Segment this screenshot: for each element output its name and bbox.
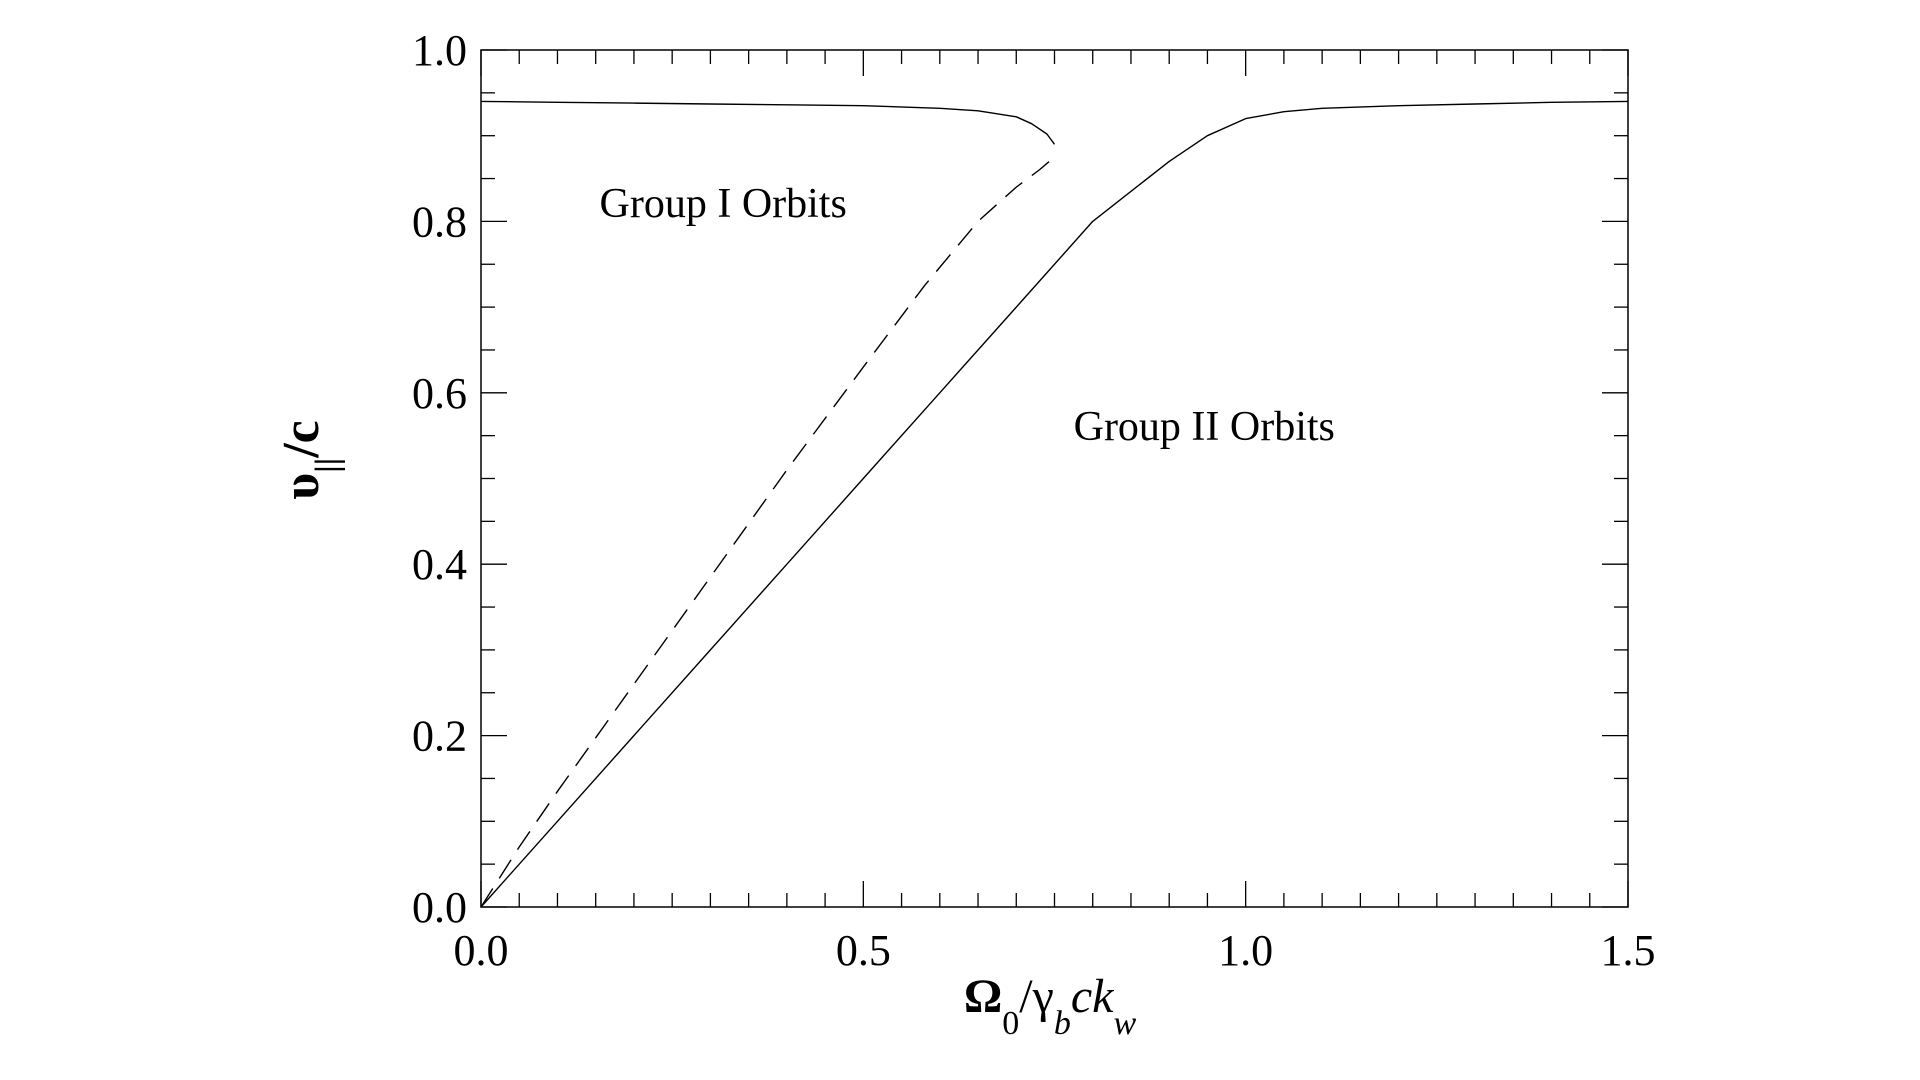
y-axis-label: υ||/c <box>273 420 346 500</box>
x-label-sub-b: b <box>1054 1005 1071 1042</box>
plot-frame <box>480 49 1629 908</box>
series-line-1 <box>480 100 1056 145</box>
y-label-rest: /c <box>273 420 330 459</box>
tick-labels: 0.0 0.5 1.0 1.5 0.0 0.2 0.4 0.6 0.8 1.0 <box>412 26 1656 975</box>
annotation-1: Group I Orbits <box>600 181 847 227</box>
axis-ticks <box>480 49 1629 908</box>
x-label-gamma: /γ <box>1019 970 1054 1023</box>
series-line-3 <box>480 100 1629 908</box>
x-label-sub-0: 0 <box>1002 1005 1019 1042</box>
series-line-2 <box>480 156 1055 908</box>
x-tick-label: 1.5 <box>1601 926 1656 975</box>
y-tick-label: 0.0 <box>412 883 467 932</box>
y-label-upsilon: υ <box>273 473 330 500</box>
y-label-sub-parallel: || <box>309 458 346 473</box>
annotation-2: Group II Orbits <box>1074 404 1335 450</box>
series-group <box>480 100 1629 908</box>
x-label-sub-w: w <box>1113 1005 1136 1042</box>
x-tick-label: 0.0 <box>454 926 509 975</box>
y-tick-label: 1.0 <box>412 26 467 75</box>
y-tick-label: 0.4 <box>412 540 467 589</box>
y-tick-label: 0.8 <box>412 197 467 246</box>
annotations: Group I Orbits Group II Orbits <box>600 181 1335 450</box>
x-tick-label: 1.0 <box>1218 926 1273 975</box>
x-label-omega: Ω <box>964 970 1002 1023</box>
y-tick-label: 0.2 <box>412 712 467 761</box>
x-tick-label: 0.5 <box>836 926 891 975</box>
x-label-ck: ck <box>1071 970 1115 1023</box>
x-axis-label: Ω0/γbckw <box>964 970 1137 1042</box>
y-tick-label: 0.6 <box>412 369 467 418</box>
